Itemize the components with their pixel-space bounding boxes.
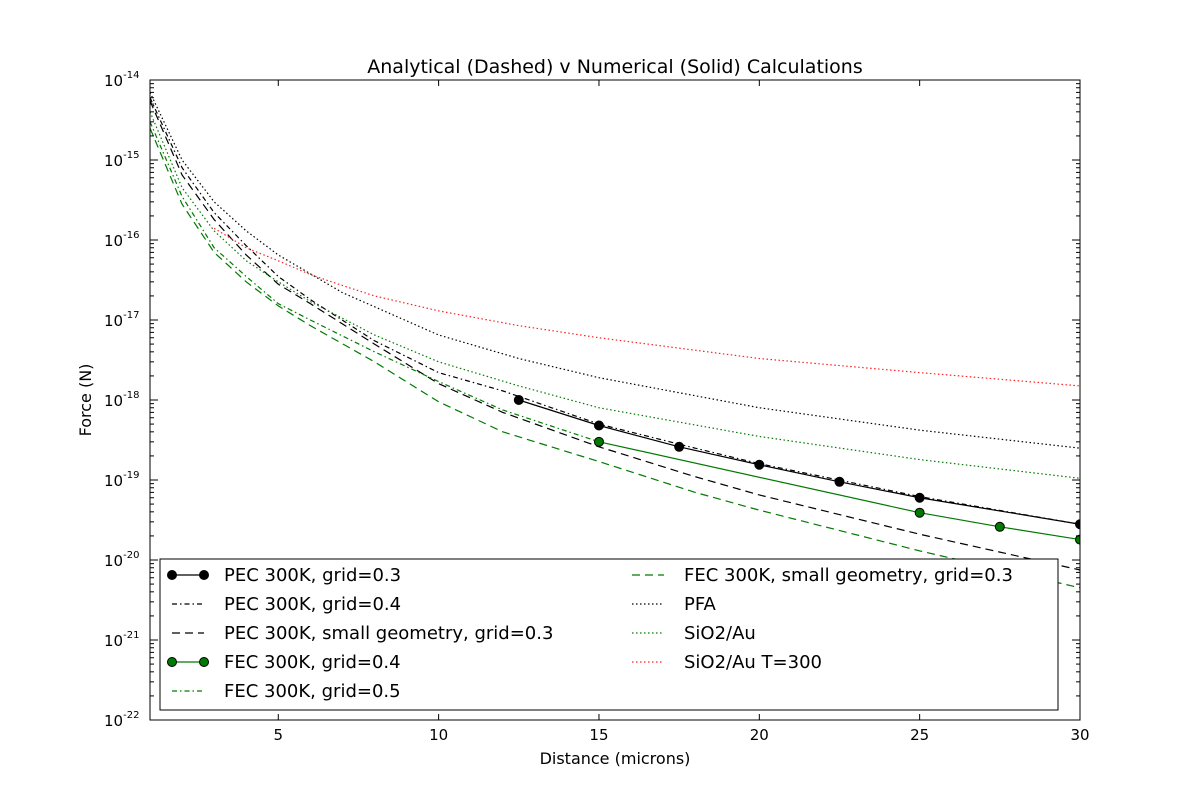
- legend-label-1: PEC 300K, grid=0.3: [224, 565, 401, 586]
- series-line-5: [150, 121, 600, 443]
- x-axis-title: Distance (microns): [540, 749, 691, 768]
- legend: PEC 300K, grid=0.3 PEC 300K, grid=0.4 PEC …: [159, 558, 1059, 711]
- chart-title: Analytical (Dashed) v Numerical (Solid) …: [367, 56, 862, 78]
- legend-marker: [167, 657, 177, 667]
- series-line-4: [598, 441, 1080, 541]
- series-line-6: [150, 127, 1080, 589]
- x-tick-label: 15: [589, 726, 608, 744]
- series-line-2: [150, 97, 1080, 525]
- series-1-point: [593, 420, 604, 431]
- series-1-point: [834, 476, 845, 487]
- series-1-point: [914, 492, 925, 503]
- y-tick-label: 10-16: [104, 230, 139, 250]
- series-1-point: [513, 395, 524, 405]
- legend-label-2: PEC 300K, grid=0.4: [224, 594, 401, 615]
- tick-layer: 5 10 15 20 25 30 10-22 10-21 10-20 10-19 10-18 10-1…: [104, 70, 1090, 744]
- legend-label-3: PEC 300K, small geometry, grid=0.3: [224, 623, 553, 644]
- series-line-8: [150, 111, 1080, 479]
- legend-label-5: FEC 300K, grid=0.5: [224, 681, 401, 702]
- x-tick-label: 10: [429, 726, 448, 744]
- legend-label-4: FEC 300K, grid=0.4: [224, 652, 401, 673]
- y-tick-label: 10-19: [104, 470, 139, 490]
- y-tick-label: 10-21: [104, 630, 139, 650]
- x-tick-label: 20: [750, 726, 769, 744]
- x-tick-label: 25: [910, 726, 929, 744]
- legend-label-9: SiO2/Au T=300: [684, 652, 822, 673]
- legend-label-8: SiO2/Au: [684, 623, 756, 644]
- legend-box: [159, 558, 1059, 711]
- y-tick-label: 10-22: [104, 710, 139, 730]
- legend-marker: [199, 570, 209, 580]
- series-4-point: [1075, 534, 1080, 545]
- y-tick-label: 10-18: [104, 390, 139, 410]
- y-tick-label: 10-17: [104, 310, 139, 330]
- y-tick-label: 10-15: [104, 150, 139, 170]
- legend-marker: [199, 657, 209, 667]
- series-4-point: [994, 521, 1005, 532]
- x-tick-label: 30: [1070, 726, 1089, 744]
- legend-marker: [167, 570, 177, 580]
- y-axis-title: Force (N): [76, 364, 95, 437]
- series-4-point: [914, 507, 925, 518]
- series-1-point: [674, 441, 685, 452]
- legend-label-6: FEC 300K, small geometry, grid=0.3: [684, 565, 1013, 586]
- series-line-3: [150, 100, 1080, 571]
- y-tick-label: 10-20: [104, 550, 139, 570]
- x-tick-label: 5: [274, 726, 284, 744]
- legend-label-7: PFA: [684, 594, 717, 615]
- y-tick-label: 10-14: [104, 70, 139, 90]
